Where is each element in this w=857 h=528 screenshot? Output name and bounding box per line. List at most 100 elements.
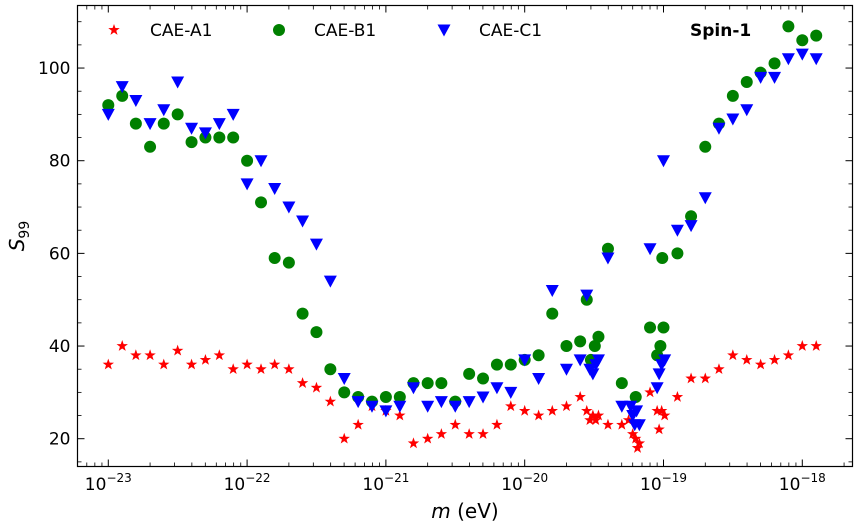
x-tick-label: 10−22 <box>224 471 271 495</box>
point-caeb1 <box>463 367 476 380</box>
point-caeb1 <box>490 358 503 371</box>
point-caea1 <box>268 358 281 370</box>
y-axis-label: S99 <box>5 221 33 252</box>
point-caec1 <box>615 400 629 413</box>
point-caec1 <box>448 400 462 413</box>
x-tick-label: 10−23 <box>85 471 132 495</box>
point-caea1 <box>587 409 599 421</box>
point-caea1 <box>449 418 461 430</box>
point-caec1 <box>185 122 199 135</box>
point-caeb1 <box>654 340 667 353</box>
point-caea1 <box>171 344 184 356</box>
point-caec1 <box>795 48 809 61</box>
point-caec1 <box>337 372 351 385</box>
point-caec1 <box>365 400 379 413</box>
point-caea1 <box>463 428 475 439</box>
point-caec1 <box>658 354 672 367</box>
point-caea1 <box>213 349 226 361</box>
point-caec1 <box>532 372 546 385</box>
point-caea1 <box>581 404 593 416</box>
point-caec1 <box>740 104 754 117</box>
point-caeb1 <box>102 99 115 112</box>
point-caec1 <box>406 382 420 395</box>
legend-symbol-caea1 <box>108 24 120 35</box>
point-caeb1 <box>685 210 698 223</box>
point-caec1 <box>476 391 490 404</box>
point-caea1 <box>653 423 665 435</box>
legend-label-caea1: CAE-A1 <box>150 21 212 41</box>
point-caea1 <box>631 441 644 453</box>
legend-label-caeb1: CAE-B1 <box>314 21 376 41</box>
point-caeb1 <box>592 330 605 343</box>
x-tick-label: 10−19 <box>640 471 687 495</box>
point-caec1 <box>518 354 532 367</box>
point-caea1 <box>768 353 781 365</box>
point-caea1 <box>546 404 558 416</box>
point-caec1 <box>632 419 646 432</box>
point-caeb1 <box>796 34 809 47</box>
point-caeb1 <box>310 326 323 339</box>
point-caec1 <box>670 224 684 237</box>
marks-layer <box>101 20 823 453</box>
ticks-layer: 10−23 10−22 10−21 10−20 10−19 10−18 20 40 60 80 10… <box>38 5 853 495</box>
x-tick-label: 10−20 <box>501 471 548 495</box>
point-caec1 <box>650 382 664 395</box>
point-caea1 <box>796 340 808 351</box>
point-caeb1 <box>657 321 670 334</box>
legend-marker-caec1 <box>437 24 451 37</box>
legend-symbol-caeb1 <box>273 24 285 36</box>
point-caea1 <box>241 358 253 370</box>
point-caea1 <box>338 432 350 444</box>
point-caea1 <box>255 363 267 375</box>
point-caec1 <box>601 252 615 265</box>
point-caec1 <box>212 118 226 131</box>
point-caeb1 <box>268 252 281 265</box>
point-caeb1 <box>241 154 254 167</box>
point-caea1 <box>633 437 646 449</box>
legend-marker-caea1 <box>108 24 120 35</box>
point-caec1 <box>268 183 282 196</box>
point-caeb1 <box>574 335 587 348</box>
point-caec1 <box>434 396 448 409</box>
point-caea1 <box>699 372 711 384</box>
point-caec1 <box>115 81 129 94</box>
point-caea1 <box>185 358 198 370</box>
point-caea1 <box>592 409 605 421</box>
point-caea1 <box>491 418 503 430</box>
point-caec1 <box>643 243 657 256</box>
point-caeb1 <box>157 117 170 130</box>
point-caea1 <box>651 404 663 416</box>
point-caea1 <box>102 358 114 370</box>
point-caec1 <box>171 76 185 89</box>
point-caec1 <box>282 201 296 214</box>
point-caeb1 <box>782 20 795 33</box>
point-caeb1 <box>296 307 309 320</box>
point-caea1 <box>655 404 668 416</box>
point-caeb1 <box>726 89 739 102</box>
point-caeb1 <box>393 391 406 404</box>
point-caea1 <box>713 363 725 375</box>
point-caeb1 <box>629 391 642 404</box>
point-caec1 <box>490 382 504 395</box>
point-caea1 <box>810 340 822 351</box>
point-caea1 <box>658 409 671 421</box>
point-caeb1 <box>656 252 669 265</box>
point-caea1 <box>130 349 142 361</box>
point-caec1 <box>504 386 518 399</box>
point-caec1 <box>226 108 240 121</box>
point-caea1 <box>505 400 517 412</box>
series-caec1 <box>101 48 823 432</box>
point-caec1 <box>698 192 712 205</box>
point-caeb1 <box>810 29 823 42</box>
point-caec1 <box>323 275 337 288</box>
plot-frame <box>76 4 854 468</box>
y-tick-label: 100 <box>38 59 70 79</box>
point-caea1 <box>602 418 614 430</box>
point-caeb1 <box>213 131 226 144</box>
point-caec1 <box>559 363 573 376</box>
point-caeb1 <box>651 349 664 362</box>
y-tick-label: 80 <box>49 152 71 172</box>
point-caec1 <box>393 400 407 413</box>
point-caeb1 <box>129 117 142 130</box>
